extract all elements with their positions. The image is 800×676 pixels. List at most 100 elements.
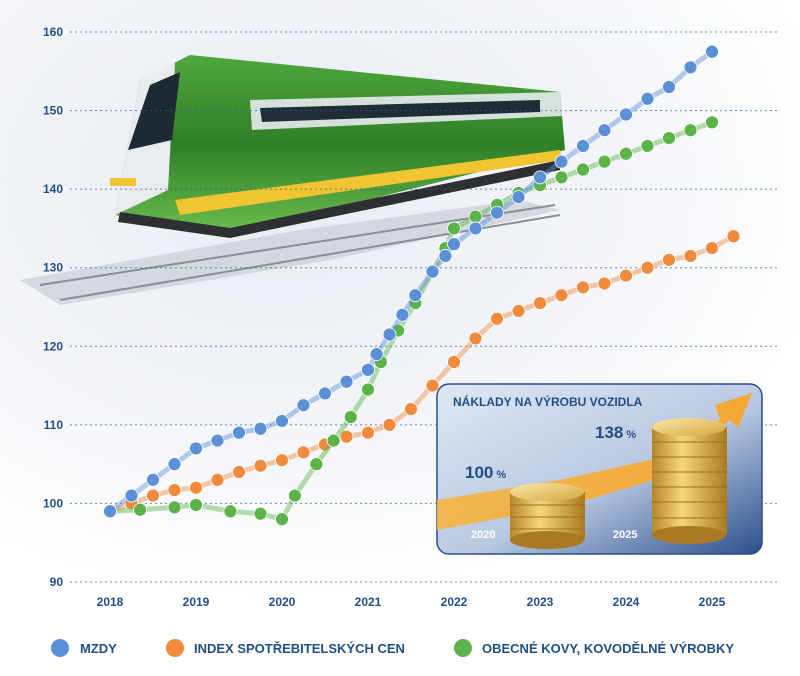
y-tick-label: 150 — [43, 104, 63, 118]
data-point — [189, 441, 203, 456]
legend: MZDY INDEX SPOTŘEBITELSKÝCH CEN OBECNÉ K… — [51, 639, 734, 657]
inset-title: NÁKLADY NA VÝROBU VOZIDLA — [453, 394, 643, 409]
x-tick-label: 2020 — [269, 595, 296, 609]
series-0 — [103, 44, 719, 519]
x-tick-label: 2024 — [613, 595, 640, 609]
data-point — [511, 190, 526, 204]
data-point — [576, 162, 590, 177]
y-axis: 90 100 110 120 130 140 150 160 — [43, 25, 63, 589]
data-point — [683, 123, 698, 138]
data-point — [361, 382, 375, 397]
data-point — [490, 205, 504, 220]
data-point — [662, 131, 676, 145]
data-point — [576, 280, 590, 295]
data-point — [408, 288, 423, 303]
data-point — [339, 374, 354, 389]
data-point — [382, 417, 397, 432]
data-point — [189, 480, 203, 495]
data-point — [705, 115, 719, 130]
data-point — [468, 209, 483, 224]
data-point — [438, 249, 453, 263]
x-tick-label: 2019 — [183, 595, 210, 609]
data-point — [640, 139, 655, 153]
x-tick-label: 2018 — [97, 595, 124, 609]
legend-label-cpi: INDEX SPOTŘEBITELSKÝCH CEN — [194, 641, 405, 656]
data-point — [167, 500, 182, 515]
data-point — [382, 327, 397, 342]
legend-item-mzdy: MZDY — [51, 639, 117, 657]
data-point — [619, 268, 633, 283]
series-layer — [103, 44, 741, 527]
data-point — [343, 410, 358, 424]
data-point — [133, 502, 148, 517]
data-point — [425, 264, 440, 279]
coin-stack-small-icon — [510, 483, 585, 549]
data-point — [167, 457, 182, 472]
x-tick-label: 2022 — [441, 595, 468, 609]
data-point — [662, 80, 676, 94]
cost-inset: NÁKLADY NA VÝROBU VOZIDLA 138% 100% 2020… — [436, 383, 763, 555]
data-point — [146, 488, 160, 503]
data-point — [705, 44, 719, 59]
data-point — [232, 465, 246, 479]
coin-stack-large-icon — [652, 418, 727, 544]
legend-marker-metals — [454, 639, 472, 657]
data-point — [253, 421, 268, 436]
legend-item-cpi: INDEX SPOTŘEBITELSKÝCH CEN — [166, 639, 405, 657]
data-point — [287, 488, 302, 503]
data-point — [447, 355, 461, 369]
data-point — [468, 221, 483, 236]
data-point — [640, 91, 655, 106]
x-axis: 2018 2019 2020 2021 2022 2023 2024 2025 — [97, 595, 726, 609]
y-tick-label: 130 — [43, 261, 63, 275]
data-point — [554, 170, 569, 185]
legend-item-metals: OBECNÉ KOVY, KOVODĚLNÉ VÝROBKY — [454, 639, 734, 657]
data-point — [533, 170, 547, 185]
data-point — [597, 276, 612, 291]
x-tick-label: 2025 — [699, 595, 726, 609]
legend-marker-mzdy — [51, 639, 69, 657]
data-point — [447, 237, 461, 252]
x-tick-label: 2023 — [527, 595, 554, 609]
inset-left-value: 100% — [465, 463, 506, 482]
data-point — [339, 429, 354, 444]
data-point — [597, 154, 612, 169]
legend-marker-cpi — [166, 639, 184, 657]
data-point — [683, 60, 698, 75]
data-point — [167, 483, 182, 497]
data-point — [146, 472, 160, 487]
data-point — [253, 506, 268, 521]
data-point — [296, 398, 311, 413]
y-tick-label: 90 — [50, 575, 64, 589]
data-point — [511, 304, 526, 318]
series-1 — [103, 229, 741, 519]
data-point — [597, 123, 612, 138]
data-point — [554, 288, 569, 303]
data-point — [232, 425, 246, 440]
data-point — [726, 229, 741, 244]
inset-right-year: 2025 — [613, 529, 637, 541]
data-point — [619, 107, 633, 122]
data-point — [404, 402, 418, 417]
data-point — [296, 445, 311, 460]
x-tick-label: 2021 — [355, 595, 382, 609]
y-tick-label: 140 — [43, 182, 63, 196]
y-tick-label: 120 — [43, 339, 63, 353]
data-point — [683, 249, 698, 263]
data-point — [662, 252, 676, 267]
data-point — [395, 307, 410, 322]
y-tick-label: 100 — [43, 496, 63, 510]
data-point — [210, 433, 225, 448]
data-point — [576, 139, 590, 153]
data-point — [275, 453, 289, 468]
data-point — [361, 362, 375, 377]
data-point — [533, 296, 547, 310]
data-point — [103, 504, 117, 519]
data-point — [361, 425, 375, 440]
data-point — [253, 458, 268, 473]
data-point — [210, 472, 225, 487]
inset-right-value: 138% — [595, 423, 636, 442]
legend-label-mzdy: MZDY — [80, 641, 117, 656]
data-point — [326, 433, 341, 448]
